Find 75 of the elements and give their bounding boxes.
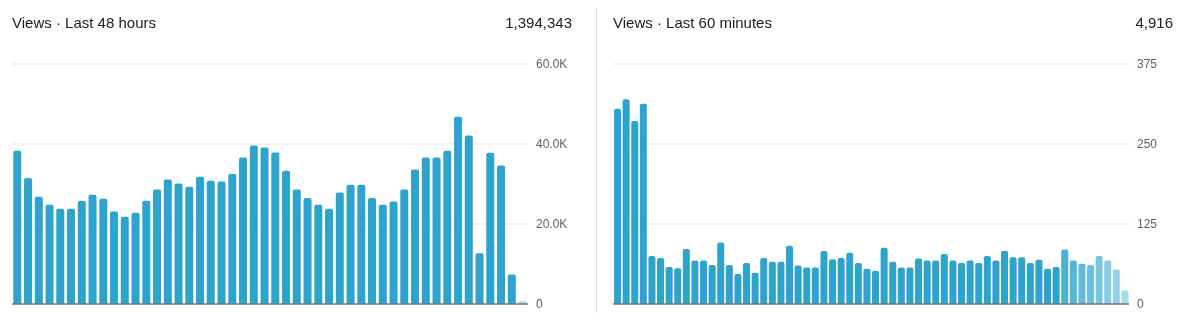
bar (88, 194, 97, 304)
bar (45, 204, 54, 304)
y-tick-label: 250 (1137, 137, 1158, 152)
bar (421, 157, 430, 304)
bar (303, 198, 312, 304)
bar (1087, 264, 1095, 304)
y-tick-label: 60.0K (536, 57, 568, 72)
bar (958, 263, 966, 304)
bar (1052, 266, 1060, 304)
bar (357, 184, 366, 304)
bar (1061, 249, 1069, 304)
bar (507, 274, 516, 304)
bar (486, 152, 495, 304)
bar (56, 208, 65, 304)
bar (368, 198, 377, 304)
bar (325, 208, 334, 304)
bar (24, 178, 33, 304)
y-tick-label: 40.0K (536, 137, 568, 152)
bar (314, 204, 323, 304)
bar (346, 184, 355, 304)
bar (142, 200, 151, 304)
bar (1112, 269, 1120, 304)
chart-title: Views · Last 60 minutes (613, 14, 772, 33)
bar (228, 174, 237, 304)
y-tick-label: 0 (1137, 297, 1144, 312)
bar (614, 108, 622, 304)
y-tick-label: 0 (536, 297, 543, 312)
chart-subtitle: 4,916 (1135, 14, 1173, 33)
chart-title: Views · Last 48 hours (12, 14, 156, 33)
bar (163, 179, 172, 304)
bar (206, 180, 215, 304)
bar (120, 216, 129, 304)
bar (378, 204, 387, 304)
bar (67, 208, 76, 304)
bar (432, 157, 441, 304)
bar (915, 258, 923, 304)
y-tick-label: 375 (1137, 57, 1158, 72)
bar (13, 150, 22, 304)
bar (185, 186, 194, 304)
bar (110, 211, 119, 304)
bar (872, 270, 880, 304)
bar (454, 116, 463, 304)
bar (260, 147, 269, 304)
bar (196, 176, 205, 304)
bar (34, 196, 43, 304)
bar (829, 259, 837, 304)
bar (1121, 290, 1129, 304)
bar (411, 169, 420, 304)
bar (282, 170, 291, 304)
bar (743, 263, 751, 304)
y-tick-label: 125 (1137, 217, 1158, 232)
bar (174, 183, 183, 304)
bar (271, 152, 280, 304)
y-tick-label: 20.0K (536, 217, 568, 232)
chart-subtitle: 1,394,343 (505, 14, 572, 33)
bar (497, 165, 506, 304)
bar (335, 192, 344, 304)
bar (786, 245, 794, 304)
bar (1001, 250, 1009, 304)
bar (131, 212, 140, 304)
bar (400, 189, 409, 304)
bar (700, 260, 708, 304)
bar (99, 198, 108, 304)
bar (443, 150, 452, 304)
bar (292, 189, 301, 304)
bar (77, 200, 86, 304)
bar (475, 253, 484, 304)
bar (1044, 268, 1052, 304)
bar (464, 135, 473, 304)
bar (389, 201, 398, 304)
bar (153, 189, 162, 304)
bar (239, 157, 248, 304)
bar (657, 257, 665, 304)
bar (249, 145, 258, 304)
bar (217, 181, 226, 304)
